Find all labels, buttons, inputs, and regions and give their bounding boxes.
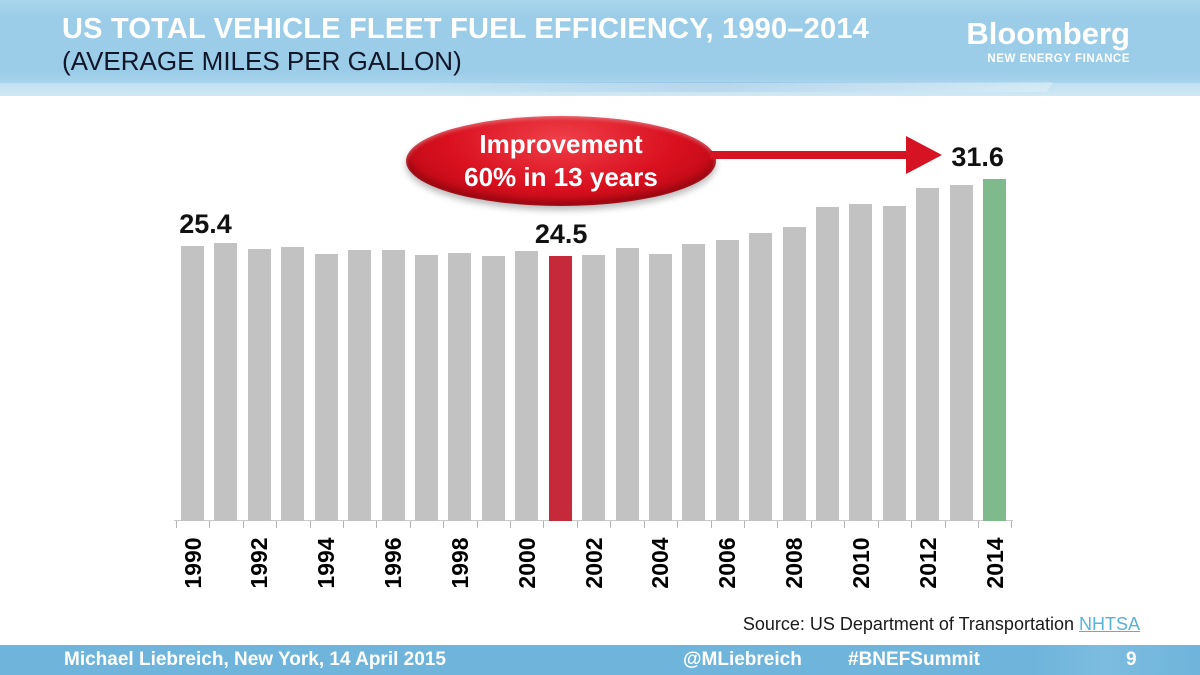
x-axis-tick (209, 521, 211, 528)
page-title: US TOTAL VEHICLE FLEET FUEL EFFICIENCY, … (62, 13, 869, 45)
header-band: US TOTAL VEHICLE FLEET FUEL EFFICIENCY, … (0, 0, 1200, 96)
nhtsa-link[interactable]: NHTSA (1078, 614, 1140, 634)
x-tick-label-2002: 2002 (580, 537, 607, 589)
x-axis-tick (610, 521, 612, 528)
footer-hashtag: #BNEFSummit (848, 649, 980, 670)
x-axis-tick (977, 521, 979, 528)
footer-twitter-handle: @MLiebreich (683, 649, 802, 670)
x-tick-label-1998: 1998 (446, 537, 473, 589)
page-number: 9 (1126, 649, 1137, 670)
callout-arrow-shaft (710, 151, 908, 159)
x-tick-label-2010: 2010 (847, 537, 874, 589)
x-axis-tick (643, 521, 645, 528)
bar-2006 (715, 239, 739, 521)
data-label-1990: 25.4 (179, 209, 232, 239)
bar-2000 (515, 251, 539, 521)
x-axis-tick (476, 521, 478, 528)
x-axis-tick (543, 521, 545, 528)
x-axis-tick (175, 521, 177, 528)
bar-1990 (181, 246, 204, 521)
bar-2009 (816, 207, 839, 521)
improvement-callout-ellipse: Improvement 60% in 13 years (406, 116, 716, 206)
x-axis-tick (309, 521, 311, 528)
x-tick-label-1994: 1994 (313, 537, 340, 589)
x-tick-label-1990: 1990 (179, 537, 206, 589)
bar-2013 (949, 185, 973, 521)
x-tick-label-2012: 2012 (914, 537, 941, 589)
x-axis-tick (710, 521, 712, 528)
bloomberg-wordmark: Bloomberg (966, 16, 1130, 51)
callout-line2: 60% in 13 years (464, 162, 658, 192)
x-axis-tick (944, 521, 946, 528)
data-label-2014: 31.6 (951, 141, 1004, 172)
callout-line1: Improvement (479, 128, 643, 159)
bar-2005 (682, 243, 706, 521)
bar-1992 (247, 249, 271, 521)
bar-1991 (214, 242, 238, 521)
x-axis-tick (409, 521, 411, 528)
x-axis-tick (576, 521, 578, 528)
bloomberg-logo: Bloomberg NEW ENERGY FINANCE (966, 16, 1130, 65)
x-axis-tick (376, 521, 378, 528)
x-axis-tick (510, 521, 511, 528)
bnef-division-label: NEW ENERGY FINANCE (987, 52, 1130, 65)
x-axis-tick (877, 521, 879, 528)
bar-2010 (849, 203, 873, 521)
x-tick-label-2014: 2014 (981, 537, 1008, 589)
x-axis-tick (810, 521, 812, 528)
bar-2002 (582, 254, 605, 521)
bar-1995 (348, 250, 372, 521)
bar-2008 (782, 226, 806, 521)
bar-2003 (615, 248, 639, 521)
x-axis-tick (443, 521, 445, 528)
x-axis-tick (342, 521, 344, 528)
x-axis-tick (777, 521, 779, 528)
x-tick-label-2000: 2000 (513, 537, 540, 589)
footer-author-date: Michael Liebreich, New York, 14 April 20… (64, 649, 446, 670)
x-tick-label-1992: 1992 (246, 537, 273, 589)
x-tick-label-2006: 2006 (714, 537, 741, 589)
footer-band: Michael Liebreich, New York, 14 April 20… (0, 645, 1200, 675)
source-line: Source: US Department of Transportation … (743, 614, 1140, 635)
bar-1997 (414, 254, 438, 521)
header-streak-decoration (426, 82, 1054, 92)
bar-2001 (548, 255, 572, 521)
bar-1999 (481, 255, 505, 521)
bar-2007 (749, 233, 773, 521)
x-axis-tick (242, 521, 244, 528)
bar-1993 (281, 247, 305, 521)
x-axis-tick (743, 521, 745, 528)
x-tick-label-2008: 2008 (781, 537, 808, 589)
bar-2014 (983, 178, 1007, 521)
bar-1994 (314, 253, 338, 521)
page-subtitle: (AVERAGE MILES PER GALLON) (62, 46, 462, 76)
x-axis-tick (1011, 521, 1013, 528)
bar-2011 (882, 205, 906, 521)
x-tick-label-2004: 2004 (647, 537, 674, 589)
bar-1996 (381, 250, 405, 521)
x-axis-tick (677, 521, 679, 528)
bar-1998 (448, 252, 472, 521)
bar-2004 (648, 253, 672, 521)
bar-2012 (916, 187, 940, 521)
x-axis-tick (911, 521, 912, 528)
data-label-2001: 24.5 (534, 218, 588, 249)
x-tick-label-1996: 1996 (380, 537, 406, 589)
source-text: Source: US Department of Transportation (742, 614, 1079, 634)
x-axis-tick (844, 521, 846, 528)
callout-arrow-head-icon (906, 136, 942, 174)
x-axis-tick (276, 521, 278, 528)
